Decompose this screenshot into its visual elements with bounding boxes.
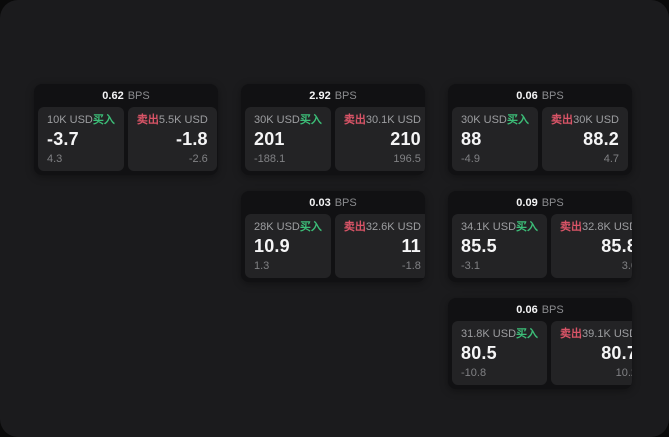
card-header: 2.92 BPS — [241, 84, 425, 105]
quote-panels: 10K USD 买入 -3.7 4.3 卖出 5.5K USD -1.8 -2.… — [34, 105, 218, 175]
bps-suffix-label: BPS — [334, 196, 357, 209]
buy-price: 10.9 — [254, 236, 290, 257]
quote-card: 0.06 BPS 30K USD 买入 88 -4.9 卖出 30K USD 8… — [448, 84, 632, 175]
sell-quote-tile[interactable]: 卖出 30.1K USD 210 196.5 — [334, 107, 425, 171]
bps-value: 0.06 — [516, 89, 538, 102]
buy-price: 201 — [254, 129, 285, 150]
sell-sub-value: -2.6 — [188, 152, 208, 165]
buy-amount: 10K USD — [47, 114, 93, 126]
sell-price: 85.8 — [601, 236, 632, 257]
card-header: 0.06 BPS — [448, 298, 632, 319]
sell-quote-tile[interactable]: 卖出 5.5K USD -1.8 -2.6 — [127, 107, 217, 171]
quote-card: 0.03 BPS 28K USD 买入 10.9 1.3 卖出 32.6K US… — [241, 191, 425, 282]
buy-sub-value: -188.1 — [254, 152, 286, 165]
bps-suffix-label: BPS — [334, 89, 357, 102]
cards-grid: 0.62 BPS 10K USD 买入 -3.7 4.3 卖出 5.5K USD… — [34, 84, 632, 389]
sell-sub-value: 10.2 — [615, 366, 632, 379]
sell-price: -1.8 — [175, 129, 208, 150]
card-header: 0.06 BPS — [448, 84, 632, 105]
buy-price: 88 — [461, 129, 482, 150]
buy-amount: 30K USD — [254, 114, 300, 126]
buy-amount: 31.8K USD — [461, 328, 517, 340]
card-header: 0.62 BPS — [34, 84, 218, 105]
bps-value: 2.92 — [309, 89, 331, 102]
sell-quote-tile[interactable]: 卖出 30K USD 88.2 4.7 — [542, 107, 628, 171]
bps-value: 0.62 — [102, 89, 124, 102]
sell-sub-value: -1.8 — [401, 259, 421, 272]
sell-sub-value: 3.0 — [621, 259, 632, 272]
sell-side-label: 卖出 — [136, 114, 159, 126]
bps-suffix-label: BPS — [541, 303, 564, 316]
buy-quote-tile[interactable]: 31.8K USD 买入 80.5 -10.8 — [452, 321, 548, 385]
bps-value: 0.09 — [516, 196, 538, 209]
sell-sub-value: 196.5 — [393, 152, 421, 165]
quote-card: 0.09 BPS 34.1K USD 买入 85.5 -3.1 卖出 32.8K… — [448, 191, 632, 282]
buy-side-label: 买入 — [507, 114, 529, 126]
sell-amount: 39.1K USD — [582, 328, 632, 340]
buy-side-label: 买入 — [516, 221, 539, 233]
sell-amount: 5.5K USD — [158, 114, 208, 126]
buy-sub-value: 4.3 — [47, 152, 63, 165]
sell-side-label: 卖出 — [343, 221, 366, 233]
buy-sub-value: 1.3 — [254, 259, 270, 272]
sell-sub-value: 4.7 — [603, 152, 619, 165]
buy-sub-value: -4.9 — [461, 152, 480, 165]
buy-quote-tile[interactable]: 30K USD 买入 201 -188.1 — [245, 107, 331, 171]
bps-value: 0.03 — [309, 196, 331, 209]
sell-side-label: 卖出 — [551, 114, 573, 126]
quote-panels: 34.1K USD 买入 85.5 -3.1 卖出 32.8K USD 85.8… — [448, 212, 632, 282]
sell-amount: 30.1K USD — [365, 114, 421, 126]
quote-panels: 30K USD 买入 88 -4.9 卖出 30K USD 88.2 4.7 — [448, 105, 632, 175]
buy-side-label: 买入 — [92, 114, 115, 126]
sell-quote-tile[interactable]: 卖出 32.8K USD 85.8 3.0 — [551, 214, 632, 278]
sell-amount: 32.8K USD — [582, 221, 632, 233]
quote-panels: 30K USD 买入 201 -188.1 卖出 30.1K USD 210 1… — [241, 105, 425, 175]
bps-value: 0.06 — [516, 303, 538, 316]
sell-price: 80.7 — [601, 343, 632, 364]
buy-amount: 28K USD — [254, 221, 300, 233]
buy-price: 85.5 — [461, 236, 497, 257]
sell-side-label: 卖出 — [560, 328, 583, 340]
sell-price: 11 — [401, 236, 421, 257]
sell-price: 88.2 — [583, 129, 619, 150]
buy-side-label: 买入 — [299, 114, 322, 126]
buy-sub-value: -3.1 — [461, 259, 480, 272]
buy-sub-value: -10.8 — [461, 366, 487, 379]
bps-suffix-label: BPS — [541, 89, 564, 102]
buy-side-label: 买入 — [516, 328, 539, 340]
sell-amount: 32.6K USD — [365, 221, 421, 233]
sell-quote-tile[interactable]: 卖出 32.6K USD 11 -1.8 — [334, 214, 425, 278]
bps-suffix-label: BPS — [541, 196, 564, 209]
buy-quote-tile[interactable]: 34.1K USD 买入 85.5 -3.1 — [452, 214, 548, 278]
buy-price: 80.5 — [461, 343, 497, 364]
buy-price: -3.7 — [47, 129, 79, 150]
card-header: 0.03 BPS — [241, 191, 425, 212]
sell-price: 210 — [390, 129, 421, 150]
sell-quote-tile[interactable]: 卖出 39.1K USD 80.7 10.2 — [551, 321, 632, 385]
sell-amount: 30K USD — [573, 114, 619, 126]
quote-card: 0.62 BPS 10K USD 买入 -3.7 4.3 卖出 5.5K USD… — [34, 84, 218, 175]
quote-panels: 28K USD 买入 10.9 1.3 卖出 32.6K USD 11 -1.8 — [241, 212, 425, 282]
sell-side-label: 卖出 — [343, 114, 366, 126]
buy-side-label: 买入 — [299, 221, 322, 233]
bps-suffix-label: BPS — [127, 89, 150, 102]
buy-quote-tile[interactable]: 10K USD 买入 -3.7 4.3 — [38, 107, 124, 171]
quote-card: 0.06 BPS 31.8K USD 买入 80.5 -10.8 卖出 39.1… — [448, 298, 632, 389]
buy-amount: 34.1K USD — [461, 221, 517, 233]
buy-quote-tile[interactable]: 30K USD 买入 88 -4.9 — [452, 107, 538, 171]
sell-side-label: 卖出 — [560, 221, 583, 233]
buy-quote-tile[interactable]: 28K USD 买入 10.9 1.3 — [245, 214, 331, 278]
buy-amount: 30K USD — [461, 114, 507, 126]
card-header: 0.09 BPS — [448, 191, 632, 212]
quote-panels: 31.8K USD 买入 80.5 -10.8 卖出 39.1K USD 80.… — [448, 319, 632, 389]
quote-card: 2.92 BPS 30K USD 买入 201 -188.1 卖出 30.1K … — [241, 84, 425, 175]
